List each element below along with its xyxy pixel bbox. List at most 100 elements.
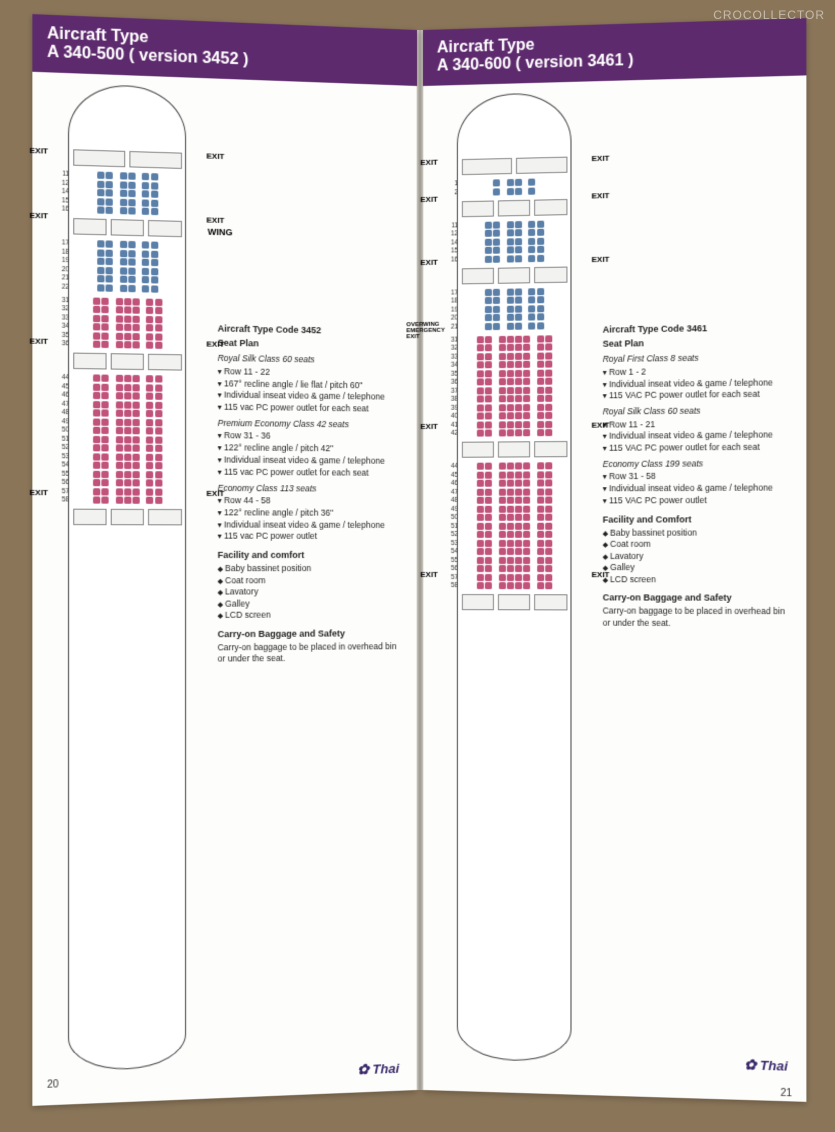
seat — [151, 208, 158, 215]
seat-row: 58 — [462, 582, 567, 589]
exit-label: EXIT — [420, 422, 438, 431]
seat — [146, 401, 153, 408]
seat — [485, 505, 492, 512]
seat — [537, 488, 544, 495]
row-number: 19 — [48, 257, 69, 265]
class-details: Row 31 - 36122° recline angle / pitch 42… — [218, 430, 406, 479]
seat — [133, 298, 140, 305]
seat — [528, 313, 535, 320]
seat-row: 57 — [462, 574, 567, 581]
row-number: 54 — [48, 461, 69, 468]
seat — [106, 275, 113, 282]
seat — [498, 463, 505, 470]
row-number: 51 — [438, 522, 458, 529]
seat — [124, 479, 131, 486]
seat — [102, 332, 109, 339]
seat-row: 46 — [462, 479, 567, 487]
seat — [507, 255, 514, 262]
detail-item: 115 vac PC power outlet — [218, 531, 406, 543]
seat — [537, 539, 544, 546]
seat — [523, 488, 530, 495]
class-name: Economy Class 113 seats — [218, 482, 406, 495]
seat — [545, 548, 552, 555]
seat — [155, 419, 162, 426]
seat-row: 14 — [462, 237, 567, 246]
seat — [498, 497, 505, 504]
seat-row: 21 — [462, 322, 567, 330]
class-details: Row 31 - 58Individual inseat video & gam… — [603, 471, 794, 508]
detail-item: Row 31 - 58 — [603, 471, 794, 484]
seat — [151, 259, 158, 266]
seat — [545, 522, 552, 529]
seat — [128, 181, 135, 188]
seat — [493, 230, 500, 237]
seat — [116, 427, 123, 434]
exit-label: EXIT — [29, 336, 48, 346]
seat — [142, 199, 149, 206]
seat — [116, 488, 123, 495]
seat — [507, 229, 514, 236]
seat — [507, 548, 514, 555]
seat — [128, 267, 135, 274]
seat — [485, 480, 492, 487]
seat — [477, 344, 484, 351]
seat — [537, 412, 544, 419]
seat — [146, 315, 153, 322]
seat — [142, 182, 149, 189]
seat-row: 49 — [462, 505, 567, 512]
seat — [507, 488, 514, 495]
seat — [485, 305, 492, 312]
seat — [515, 497, 522, 504]
seat — [515, 582, 522, 589]
seat — [498, 514, 505, 521]
seat — [133, 410, 140, 417]
exit-label: EXIT — [591, 254, 609, 263]
seat — [106, 267, 113, 274]
seat — [116, 341, 123, 348]
seat — [537, 322, 544, 329]
carryon-heading: Carry-on Baggage and Safety — [218, 627, 406, 640]
row-number: 33 — [48, 314, 69, 322]
seat — [528, 305, 535, 312]
seat — [507, 288, 514, 295]
seat — [507, 505, 514, 512]
detail-item: 115 VAC PC power outlet for each seat — [603, 389, 794, 403]
row-number: 51 — [48, 435, 69, 442]
seat — [523, 539, 530, 546]
info-panel-right: Aircraft Type Code 3461Seat PlanRoyal Fi… — [603, 86, 794, 1069]
seat — [498, 404, 505, 411]
seat — [97, 172, 104, 179]
seat — [528, 322, 535, 329]
seat — [93, 453, 100, 460]
facility-item: Coat room — [218, 575, 406, 587]
seat — [93, 496, 100, 503]
seat — [537, 305, 544, 312]
seat — [477, 505, 484, 512]
seat — [102, 470, 109, 477]
seat — [116, 444, 123, 451]
seat — [97, 180, 104, 187]
airline-logo: ✿ Thai — [357, 1060, 399, 1079]
class-name: Economy Class 199 seats — [603, 458, 794, 471]
exit-label: EXIT — [420, 195, 438, 204]
seat — [93, 392, 100, 399]
row-number: 12 — [438, 230, 458, 237]
seat-row: 38 — [462, 395, 567, 403]
seat — [155, 307, 162, 314]
seat — [155, 462, 162, 469]
seat — [120, 249, 127, 256]
seat — [477, 471, 484, 478]
seat-plan-heading: Seat Plan — [218, 337, 406, 352]
seat — [155, 436, 162, 443]
exit-label: EXIT — [206, 489, 224, 498]
seat — [120, 276, 127, 283]
seat — [116, 436, 123, 443]
seat — [498, 353, 505, 360]
row-number: 20 — [48, 265, 69, 273]
seat — [498, 395, 505, 402]
row-number: 40 — [438, 413, 458, 420]
seat — [142, 276, 149, 283]
page-right: Aircraft Type A 340-600 ( version 3461 )… — [423, 18, 806, 1102]
seat — [106, 240, 113, 247]
seat — [155, 324, 162, 331]
